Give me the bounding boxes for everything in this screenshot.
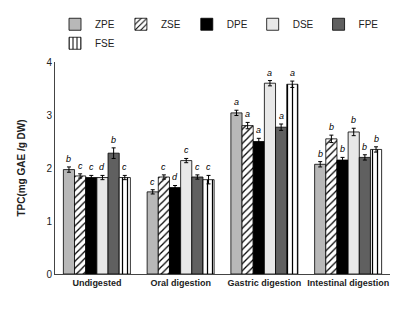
svg-text:a: a [245, 109, 250, 119]
svg-text:TPC(mg GAE /g DW): TPC(mg GAE /g DW) [16, 119, 27, 216]
svg-text:Gastric digestion: Gastric digestion [228, 278, 302, 288]
svg-text:3: 3 [46, 110, 52, 121]
svg-text:a: a [279, 111, 284, 121]
svg-text:c: c [122, 162, 127, 172]
svg-text:b: b [318, 149, 323, 159]
svg-text:ZPE: ZPE [95, 19, 115, 30]
svg-text:DPE: DPE [227, 19, 248, 30]
svg-text:b: b [362, 142, 367, 152]
svg-text:a: a [256, 125, 261, 135]
svg-text:c: c [184, 145, 189, 155]
svg-text:Undigested: Undigested [72, 278, 121, 288]
svg-text:a: a [267, 68, 272, 78]
svg-text:4: 4 [46, 57, 52, 68]
svg-text:c: c [161, 162, 166, 172]
svg-text:FSE: FSE [95, 38, 115, 49]
svg-text:a: a [234, 97, 239, 107]
svg-text:DSE: DSE [293, 19, 314, 30]
svg-text:b: b [374, 134, 379, 144]
svg-text:c: c [195, 162, 200, 172]
svg-text:2: 2 [46, 163, 52, 174]
svg-text:b: b [329, 122, 334, 132]
svg-text:b: b [340, 144, 345, 154]
svg-text:c: c [150, 177, 155, 187]
svg-text:d: d [99, 162, 105, 172]
svg-text:1: 1 [46, 216, 52, 227]
svg-text:a: a [290, 68, 295, 78]
svg-text:FPE: FPE [359, 19, 379, 30]
svg-text:c: c [89, 162, 94, 172]
svg-text:ZSE: ZSE [161, 19, 181, 30]
svg-text:b: b [351, 115, 356, 125]
svg-text:b: b [111, 135, 116, 145]
svg-text:c: c [78, 161, 83, 171]
svg-text:0: 0 [46, 269, 52, 280]
svg-text:b: b [66, 154, 71, 164]
svg-text:Oral digestion: Oral digestion [150, 278, 211, 288]
svg-text:d: d [172, 172, 178, 182]
svg-text:c: c [206, 162, 211, 172]
svg-text:Intestinal digestion: Intestinal digestion [307, 278, 389, 288]
